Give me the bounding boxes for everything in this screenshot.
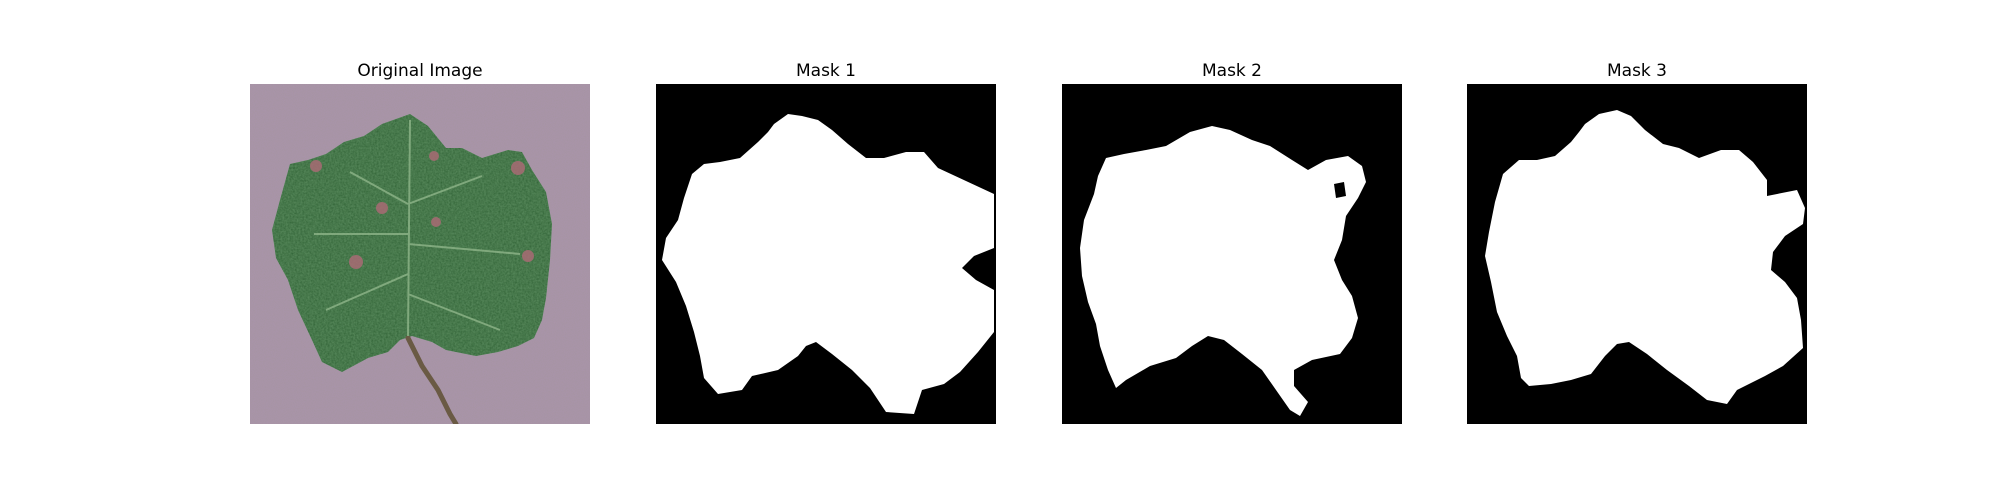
original-image-panel: Original Image (250, 58, 590, 424)
mask-3-panel: Mask 3 (1467, 58, 1807, 424)
leaf-photo (250, 84, 590, 424)
mask-2-image (1062, 84, 1402, 424)
panel-title: Mask 1 (656, 58, 996, 84)
panel-title: Mask 3 (1467, 58, 1807, 84)
panel-title: Mask 2 (1062, 58, 1402, 84)
panel-title: Original Image (250, 58, 590, 84)
mask-1-image (656, 84, 996, 424)
mask-2-panel: Mask 2 (1062, 58, 1402, 424)
mask-1-panel: Mask 1 (656, 58, 996, 424)
mask-3-image (1467, 84, 1807, 424)
